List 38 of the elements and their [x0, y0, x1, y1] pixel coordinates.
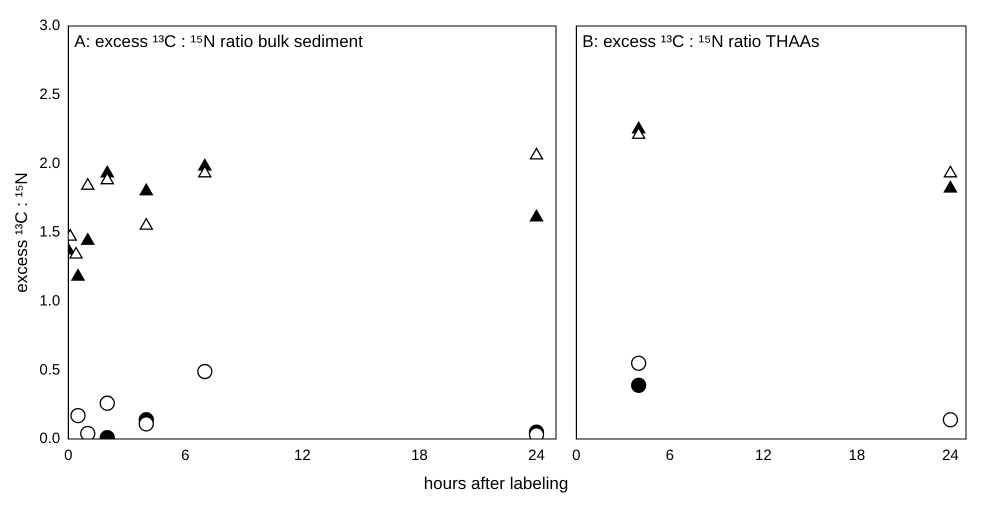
x-axis-title: hours after labeling — [422, 474, 570, 494]
y-axis-title: excess ¹³C : ¹⁵N — [12, 172, 31, 293]
y-tick-label: 0.5 — [39, 361, 60, 378]
x-tick-label: 12 — [294, 447, 311, 464]
x-tick-label: 0 — [572, 447, 580, 464]
point — [140, 184, 154, 196]
point — [530, 210, 544, 222]
point — [198, 166, 212, 178]
point — [944, 166, 958, 178]
x-tick-label: 6 — [666, 447, 674, 464]
point — [631, 378, 646, 393]
y-tick-label: 0.0 — [39, 430, 60, 448]
y-tick-label: 2.0 — [39, 154, 60, 172]
y-tick-label: 1.0 — [39, 292, 60, 310]
x-tick-label: 0 — [64, 447, 72, 464]
x-tick-label: 18 — [848, 447, 866, 464]
point — [140, 218, 154, 230]
point — [70, 408, 86, 424]
point — [197, 364, 212, 380]
point — [944, 180, 958, 193]
chart-title: B: excess ¹³C : ¹⁵N ratio THAAs — [582, 32, 820, 52]
y-tick-label: 3.0 — [39, 17, 60, 34]
point — [81, 233, 94, 245]
point — [100, 172, 114, 184]
x-tick-label: 24 — [528, 447, 545, 464]
point — [81, 178, 94, 190]
point — [138, 416, 154, 432]
point — [69, 246, 83, 259]
x-tick-label: 18 — [411, 447, 428, 464]
x-tick-label: 6 — [181, 447, 190, 464]
chart-title: A: excess ¹³C : ¹⁵N ratio bulk sediment — [74, 32, 364, 52]
x-tick-label: 12 — [755, 447, 772, 464]
y-tick-label: 2.5 — [39, 86, 60, 103]
point — [632, 127, 646, 139]
x-tick-label: 24 — [942, 447, 959, 464]
y-tick-label: 1.5 — [39, 224, 60, 241]
point — [71, 268, 85, 281]
point — [530, 148, 544, 160]
